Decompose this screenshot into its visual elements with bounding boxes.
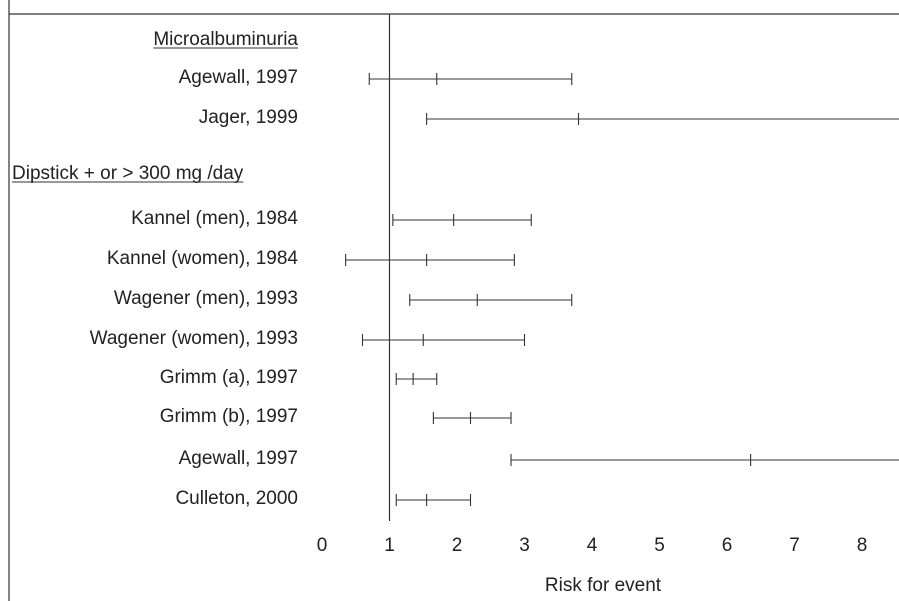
x-tick-label: 0	[317, 535, 328, 556]
x-tick-label: 6	[722, 535, 733, 556]
study-label: Kannel (women), 1984	[107, 248, 299, 269]
study-label: Agewall, 1997	[179, 448, 298, 469]
study-label: Wagener (women), 1993	[90, 328, 298, 349]
study-label: Grimm (a), 1997	[160, 367, 298, 388]
study-label: Jager, 1999	[199, 107, 298, 128]
section-heading: Dipstick + or > 300 mg /day	[12, 163, 244, 184]
study-label: Kannel (men), 1984	[131, 208, 298, 229]
x-tick-label: 4	[587, 535, 598, 556]
study-label: Grimm (b), 1997	[160, 406, 298, 427]
study-label: Agewall, 1997	[179, 67, 298, 88]
x-axis-label: Risk for event	[545, 575, 662, 596]
x-tick-label: 2	[452, 535, 463, 556]
study-label: Wagener (men), 1993	[114, 288, 298, 309]
x-tick-label: 5	[654, 535, 665, 556]
x-tick-label: 8	[857, 535, 868, 556]
x-tick-label: 1	[384, 535, 395, 556]
section-heading: Microalbuminuria	[153, 29, 298, 50]
study-label: Culleton, 2000	[175, 488, 298, 509]
x-tick-label: 3	[519, 535, 530, 556]
x-tick-label: 7	[789, 535, 800, 556]
